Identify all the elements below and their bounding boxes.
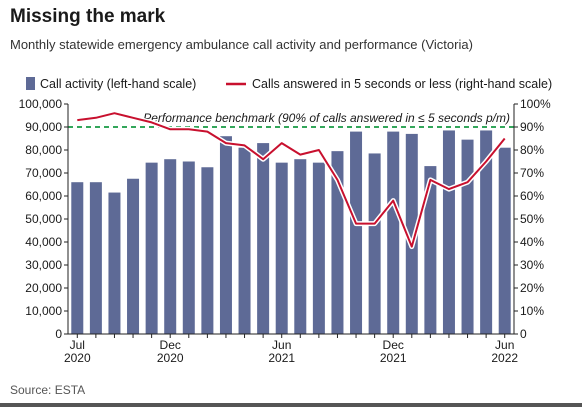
x-tick-label: Dec (383, 338, 404, 352)
x-tick-label: Jun (495, 338, 514, 352)
right-tick-label: 90% (520, 120, 544, 134)
bar-call-activity (182, 161, 195, 334)
left-tick-label: 40,000 (25, 235, 62, 249)
right-tick-label: 20% (520, 281, 544, 295)
x-tick-label: Jun (272, 338, 291, 352)
bar-call-activity (164, 159, 177, 334)
right-tick-label: 30% (520, 258, 544, 272)
left-tick-label: 20,000 (25, 281, 62, 295)
bar-call-activity (387, 131, 400, 334)
line-halo (76, 110, 507, 250)
bar-call-activity (127, 178, 140, 334)
bar-call-activity (71, 182, 84, 334)
left-tick-label: 0 (55, 327, 62, 341)
bar-call-activity (238, 147, 251, 334)
right-tick-label: 80% (520, 143, 544, 157)
x-tick-label-year: 2021 (268, 351, 295, 365)
left-tick-label: 60,000 (25, 189, 62, 203)
left-tick-label: 50,000 (25, 212, 62, 226)
bar-call-activity (461, 139, 474, 334)
right-tick-label: 60% (520, 189, 544, 203)
x-tick-label-year: 2020 (64, 351, 91, 365)
right-tick-label: 70% (520, 166, 544, 180)
bar-call-activity (331, 151, 344, 334)
right-tick-label: 10% (520, 304, 544, 318)
bar-call-activity (424, 166, 437, 334)
bottom-rule (0, 403, 582, 407)
source-note: Source: ESTA (10, 383, 86, 397)
x-tick-label: Dec (160, 338, 181, 352)
bar-call-activity (405, 133, 418, 334)
bar-call-activity (219, 136, 232, 334)
right-tick-label: 0 (520, 327, 527, 341)
bar-call-activity (442, 130, 455, 334)
left-tick-label: 80,000 (25, 143, 62, 157)
bar-call-activity (480, 130, 493, 334)
x-tick-label-year: 2020 (157, 351, 184, 365)
line-calls-answered (77, 112, 506, 248)
chart-title: Missing the mark (10, 6, 166, 27)
benchmark-label: Performance benchmark (90% of calls answ… (143, 111, 510, 125)
bar-call-activity (275, 162, 288, 334)
x-tick-label: Jul (70, 338, 85, 352)
right-tick-label: 100% (520, 97, 551, 111)
bar-call-activity (498, 147, 511, 334)
bar-call-activity (145, 162, 158, 334)
bar-call-activity (108, 192, 121, 334)
bar-call-activity (89, 182, 102, 334)
bar-call-activity (312, 162, 325, 334)
legend-bar-label: Call activity (left-hand scale) (40, 77, 196, 91)
left-tick-label: 70,000 (25, 166, 62, 180)
chart-subtitle: Monthly statewide emergency ambulance ca… (10, 37, 473, 52)
bar-call-activity (257, 143, 270, 334)
left-tick-label: 30,000 (25, 258, 62, 272)
left-tick-label: 100,000 (19, 97, 63, 111)
bar-call-activity (368, 153, 381, 334)
legend-bar-swatch (26, 77, 35, 90)
x-tick-label-year: 2021 (380, 351, 407, 365)
bar-call-activity (350, 131, 363, 334)
left-tick-label: 10,000 (25, 304, 62, 318)
legend-line-label: Calls answered in 5 seconds or less (rig… (252, 77, 552, 91)
bar-call-activity (201, 167, 214, 334)
bar-call-activity (294, 159, 307, 334)
x-tick-label-year: 2022 (491, 351, 518, 365)
left-tick-label: 90,000 (25, 120, 62, 134)
right-tick-label: 50% (520, 212, 544, 226)
right-tick-label: 40% (520, 235, 544, 249)
